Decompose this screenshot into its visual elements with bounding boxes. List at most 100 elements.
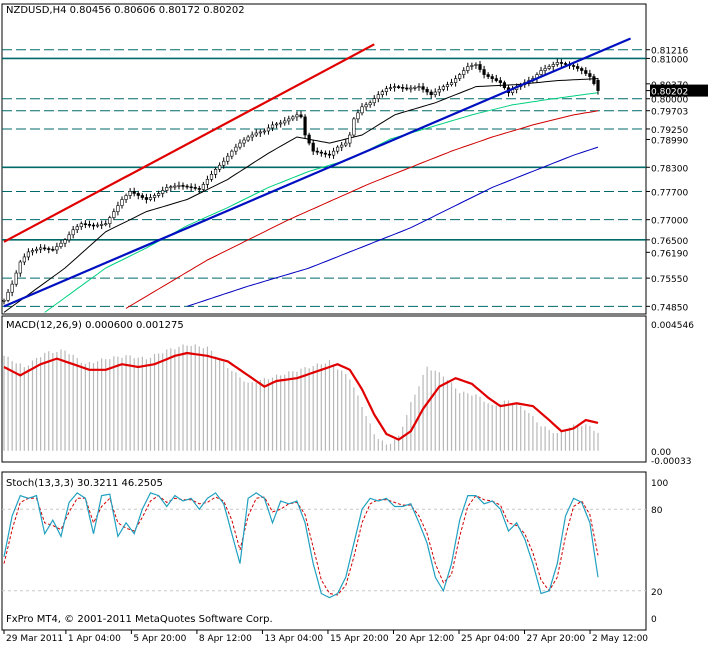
price-axis-label: 0.76190 bbox=[651, 249, 688, 259]
candle-body bbox=[352, 118, 356, 136]
macd-signal-line bbox=[3, 351, 599, 441]
macd-pane-frame bbox=[1, 315, 647, 463]
price-pane-header: NZDUSD,H4 0.80456 0.80606 0.80172 0.8020… bbox=[6, 5, 245, 16]
candle-body bbox=[311, 142, 315, 152]
candle-body bbox=[242, 139, 246, 144]
candle-body bbox=[189, 186, 193, 189]
candle-body bbox=[136, 193, 140, 196]
candle-body bbox=[543, 68, 547, 71]
candle-body bbox=[344, 142, 348, 146]
moving-average-line bbox=[44, 92, 599, 313]
candle-body bbox=[303, 116, 307, 136]
candle-body bbox=[95, 224, 100, 227]
stochastic-main-line bbox=[3, 492, 599, 599]
candle-body bbox=[262, 130, 266, 133]
stochastic-signal-line bbox=[3, 494, 599, 596]
candle-body bbox=[67, 234, 71, 241]
candle-body bbox=[571, 65, 576, 67]
price-axis-label: 0.81216 bbox=[651, 47, 688, 57]
candle-body bbox=[104, 223, 108, 226]
candle-body bbox=[498, 80, 502, 83]
candle-body bbox=[584, 70, 588, 74]
candle-body bbox=[474, 64, 478, 66]
candle-body bbox=[592, 76, 596, 84]
candle-body bbox=[87, 224, 92, 226]
candle-body bbox=[295, 114, 299, 118]
candle-body bbox=[55, 246, 59, 251]
candle-body bbox=[340, 144, 344, 148]
candle-body bbox=[222, 160, 226, 166]
candle-body bbox=[588, 73, 592, 77]
candle-body bbox=[445, 84, 450, 87]
candle-body bbox=[368, 102, 372, 106]
candle-body bbox=[165, 187, 169, 191]
stochastic-axis-label: 80 bbox=[651, 506, 663, 516]
candle-body bbox=[39, 247, 43, 250]
candle-body bbox=[59, 242, 63, 247]
macd-axis-label: 0.00 bbox=[651, 448, 671, 458]
macd-pane[interactable]: 0.004546 0.00-0.00033 MACD(12,26,9) 0.000… bbox=[1, 315, 694, 467]
candle-body bbox=[6, 291, 10, 301]
candle-body bbox=[270, 124, 275, 129]
candles bbox=[2, 58, 600, 305]
candle-body bbox=[209, 174, 214, 180]
candle-body bbox=[218, 164, 222, 170]
candle-body bbox=[197, 188, 201, 190]
candle-body bbox=[376, 94, 380, 100]
candle-body bbox=[307, 134, 311, 144]
candle-body bbox=[315, 150, 319, 153]
candle-body bbox=[551, 64, 555, 67]
candle-body bbox=[380, 91, 384, 96]
candle-body bbox=[226, 155, 230, 162]
stochastic-pane[interactable]: 100 80 20 0 Stoch(13,3,3) 30.3211 46.2505 F… bbox=[1, 471, 668, 631]
candle-body bbox=[63, 239, 67, 244]
candle-body bbox=[392, 86, 397, 88]
stochastic-axis: 100 80 20 0 bbox=[651, 479, 668, 625]
time-axis-label: 5 Apr 20:00 bbox=[133, 634, 186, 644]
candle-body bbox=[10, 283, 14, 293]
candle-body bbox=[177, 185, 181, 187]
candle-body bbox=[234, 146, 238, 152]
candle-body bbox=[384, 88, 389, 92]
candle-body bbox=[14, 272, 18, 285]
candle-body bbox=[596, 80, 600, 91]
candle-body bbox=[478, 64, 482, 70]
candle-body bbox=[148, 197, 153, 200]
candle-body bbox=[181, 185, 185, 187]
candle-body bbox=[417, 86, 421, 88]
time-axis-label: 29 Mar 2011 bbox=[6, 634, 63, 644]
candle-body bbox=[470, 65, 474, 67]
price-axis-label: 0.80202 bbox=[651, 88, 688, 98]
candle-body bbox=[348, 134, 352, 144]
candle-body bbox=[547, 66, 551, 69]
price-axis-label: 0.75550 bbox=[651, 275, 688, 285]
candle-body bbox=[83, 223, 87, 226]
candle-body bbox=[22, 256, 26, 263]
candle-body bbox=[238, 142, 242, 148]
candle-body bbox=[30, 250, 35, 253]
trend-lines bbox=[3, 37, 631, 308]
candle-body bbox=[201, 184, 205, 190]
copyright-footer: FxPro MT4, © 2001-2011 MetaQuotes Softwa… bbox=[6, 614, 273, 625]
candle-body bbox=[258, 131, 262, 134]
candle-body bbox=[397, 86, 401, 88]
stochastic-axis-label: 100 bbox=[651, 479, 668, 489]
stochastic-lines bbox=[3, 492, 599, 599]
price-pane[interactable]: 0.812160.810000.803700.802020.800000.797… bbox=[1, 3, 708, 315]
candle-body bbox=[79, 223, 83, 228]
candle-body bbox=[327, 153, 332, 156]
candle-body bbox=[34, 248, 39, 251]
candle-body bbox=[425, 89, 429, 93]
candle-body bbox=[421, 86, 425, 90]
candle-body bbox=[132, 191, 136, 194]
candle-body bbox=[205, 179, 210, 185]
price-axis-label: 0.81000 bbox=[651, 55, 688, 65]
candle-body bbox=[486, 74, 490, 77]
candle-body bbox=[323, 152, 328, 155]
candle-body bbox=[140, 195, 144, 198]
price-axis-label: 0.78990 bbox=[651, 136, 688, 146]
price-axis-label: 0.77000 bbox=[651, 217, 688, 227]
candle-body bbox=[116, 205, 120, 212]
